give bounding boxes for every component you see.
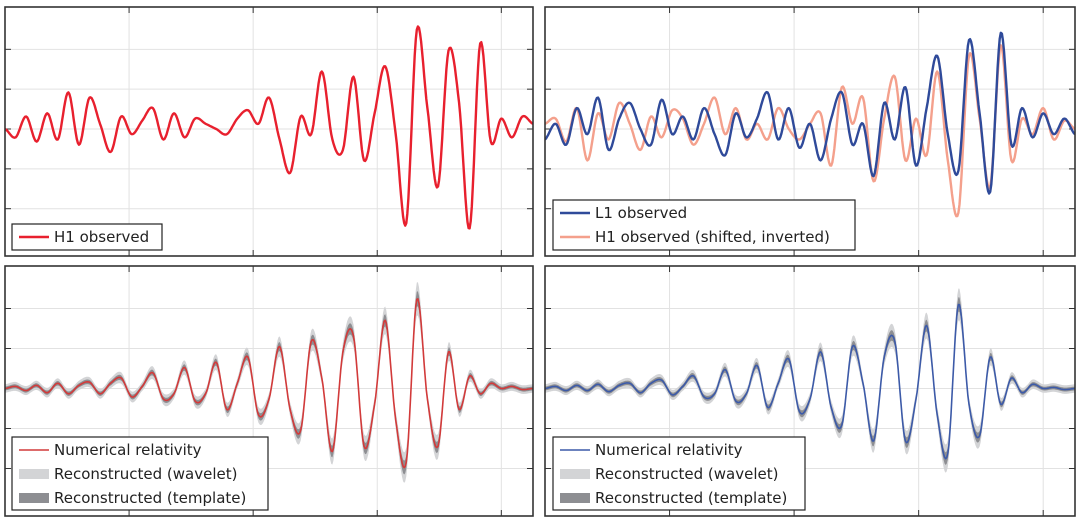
band-wavelet (545, 288, 1075, 473)
plot-area (5, 282, 533, 483)
legend-label: H1 observed (54, 228, 149, 246)
axes-frame (4, 6, 534, 257)
legend-swatch (560, 493, 590, 503)
legend-label: Reconstructed (wavelet) (54, 465, 237, 483)
legend-label: Numerical relativity (54, 441, 202, 459)
legend-label: Reconstructed (wavelet) (595, 465, 778, 483)
axes-frame (4, 265, 534, 517)
series-line (5, 298, 533, 469)
legend-label: Reconstructed (template) (54, 489, 246, 507)
panel-top-left: H1 observed (4, 6, 534, 257)
legend-swatch (560, 469, 590, 479)
legend-swatch (19, 493, 49, 503)
legend: Numerical relativity Reconstructed (wavel… (552, 436, 806, 511)
legend: Numerical relativity Reconstructed (wavel… (11, 436, 269, 511)
legend-swatch (19, 469, 49, 479)
plot-area (545, 31, 1075, 218)
legend-label: L1 observed (595, 204, 687, 222)
band-template (545, 297, 1075, 465)
legend-box (552, 199, 856, 251)
panel-bottom-right: Numerical relativity Reconstructed (wavel… (544, 265, 1076, 517)
series-line (5, 25, 533, 230)
legend-box (11, 436, 269, 511)
legend-label: Reconstructed (template) (595, 489, 787, 507)
legend: H1 observed (11, 223, 163, 251)
legend-box (552, 436, 806, 511)
plot-area (5, 25, 533, 230)
panel-bottom-left: Numerical relativity Reconstructed (wavel… (4, 265, 534, 517)
series-line (545, 303, 1075, 460)
plot-area (545, 288, 1075, 473)
legend-label: Numerical relativity (595, 441, 743, 459)
axes-frame (544, 265, 1076, 517)
legend-label: H1 observed (shifted, inverted) (595, 228, 830, 246)
legend: L1 observed H1 observed (shifted, inverte… (552, 199, 856, 251)
panel-top-right: L1 observed H1 observed (shifted, inverte… (544, 6, 1076, 257)
series-line (545, 31, 1075, 195)
axes-frame (544, 6, 1076, 257)
